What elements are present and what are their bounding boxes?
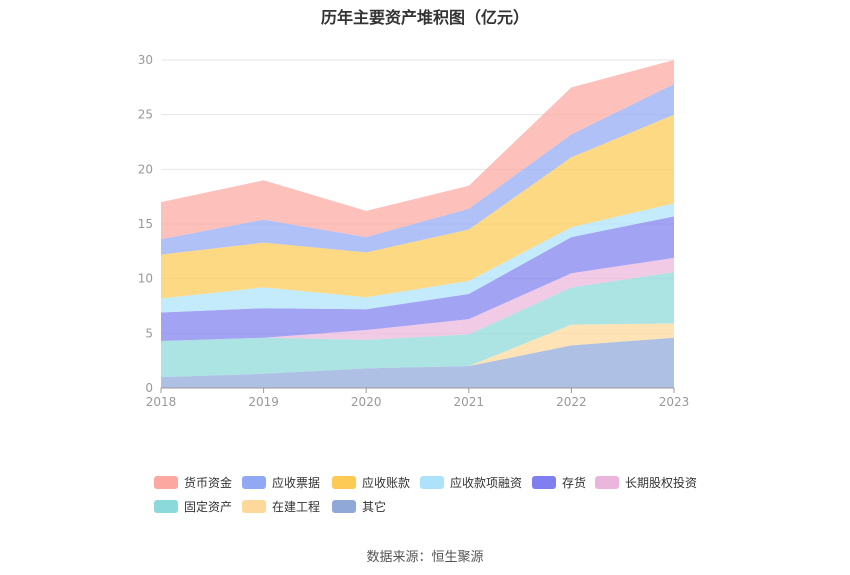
- y-tick-label: 20: [138, 162, 153, 176]
- legend-item[interactable]: 在建工程: [242, 498, 320, 514]
- x-tick-label: 2018: [146, 395, 177, 409]
- legend-item[interactable]: 应收账款: [332, 474, 410, 490]
- x-tick-label: 2020: [351, 395, 382, 409]
- legend-label: 长期股权投资: [625, 475, 698, 490]
- legend-swatch: [154, 475, 178, 489]
- area-series-存货: [161, 216, 674, 341]
- legend-swatch: [332, 499, 356, 513]
- area-series-应收票据: [161, 84, 674, 255]
- x-tick-label: 2023: [659, 395, 690, 409]
- legend-swatch: [154, 499, 178, 513]
- legend-label: 货币资金: [184, 475, 233, 490]
- legend-label: 应收票据: [272, 475, 321, 490]
- data-source: 数据来源：恒生聚源: [366, 550, 484, 565]
- legend-label: 其它: [362, 499, 387, 514]
- axes: 0 5 10 15 20 25 30 2018 2019 2020 2021 2022 2023: [138, 53, 690, 409]
- area-series-长期股权投资: [161, 257, 674, 341]
- legend-item[interactable]: 固定资产: [154, 498, 232, 514]
- x-tick-label: 2022: [556, 395, 587, 409]
- area-series-其它: [161, 337, 674, 388]
- legend-label: 应收款项融资: [450, 475, 523, 490]
- area-series-在建工程: [161, 323, 674, 378]
- stacked-area-chart: 0 5 10 15 20 25 30 2018 2019 2020 2021 2022 2023: [138, 53, 690, 409]
- legend-swatch: [332, 475, 356, 489]
- legend-label: 在建工程: [272, 499, 321, 514]
- y-tick-label: 10: [138, 272, 153, 286]
- area-layers: [161, 60, 674, 388]
- legend-label: 固定资产: [184, 499, 233, 514]
- y-tick-label: 5: [145, 326, 153, 340]
- area-series-货币资金: [161, 60, 674, 240]
- legend-item[interactable]: 货币资金: [154, 474, 232, 490]
- chart-title: 历年主要资产堆积图（亿元）: [320, 8, 529, 27]
- legend-item[interactable]: 长期股权投资: [595, 474, 697, 490]
- legend-label: 应收账款: [362, 475, 411, 490]
- y-tick-label: 25: [138, 108, 153, 122]
- legend-swatch: [242, 499, 266, 513]
- area-series-应收款项融资: [161, 203, 674, 313]
- legend-item[interactable]: 其它: [332, 498, 386, 514]
- area-series-固定资产: [161, 272, 674, 378]
- y-tick-label: 0: [145, 381, 153, 395]
- legend-item[interactable]: 应收款项融资: [420, 474, 522, 490]
- legend-swatch: [420, 475, 444, 489]
- y-tick-label: 30: [138, 53, 153, 67]
- legend-item[interactable]: 存货: [532, 474, 586, 490]
- area-series-应收账款: [161, 114, 674, 299]
- x-tick-label: 2021: [454, 395, 485, 409]
- legend-label: 存货: [562, 475, 587, 490]
- legend-swatch: [242, 475, 266, 489]
- x-tick-label: 2019: [248, 395, 279, 409]
- y-tick-label: 15: [138, 217, 153, 231]
- legend-swatch: [595, 475, 619, 489]
- legend-item[interactable]: 应收票据: [242, 474, 320, 490]
- legend-swatch: [532, 475, 556, 489]
